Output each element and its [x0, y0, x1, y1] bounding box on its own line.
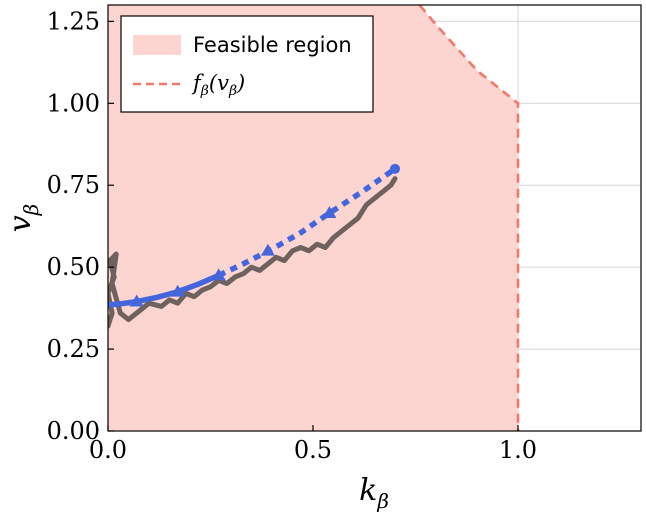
y-tick-label: 0.75: [47, 171, 100, 199]
plot-frame: [107, 4, 642, 432]
marker-end-circle: [390, 163, 400, 174]
legend-box: [120, 15, 374, 113]
x-tick-label: 1.0: [499, 436, 537, 464]
marker-triangle: [211, 268, 226, 281]
ticks: 0.0 0.5 1.0 0.00 0.25 0.50 0.75 1.00 1.25: [47, 7, 538, 464]
series-trajectory-dotted: [217, 166, 397, 278]
x-tick-label: 0.0: [89, 436, 127, 464]
y-tick-label: 0.25: [47, 335, 100, 363]
x-axis-label: kβ: [359, 473, 389, 513]
marker-triangle: [322, 206, 337, 218]
marker-triangle: [260, 243, 275, 256]
marker-triangle: [170, 284, 185, 297]
y-tick-label: 0.50: [47, 253, 100, 281]
legend-feasible-swatch: [133, 35, 181, 55]
marker-layer: [129, 163, 400, 307]
series-trajectory-solid: [108, 272, 222, 308]
boundary-line: [418, 5, 520, 431]
series-layer: [108, 166, 398, 329]
y-tick-label: 0.00: [47, 417, 100, 445]
legend: Feasible region fβ(vβ): [120, 15, 374, 113]
y-tick-label: 1.00: [47, 89, 100, 117]
y-tick-label: 1.25: [47, 7, 100, 35]
marker-triangle: [129, 294, 144, 307]
legend-feasible-label: Feasible region: [193, 33, 352, 57]
x-tick-label: 0.5: [294, 436, 332, 464]
legend-boundary-label: fβ(vβ): [191, 71, 245, 99]
y-axis-label: vβ: [3, 204, 43, 233]
